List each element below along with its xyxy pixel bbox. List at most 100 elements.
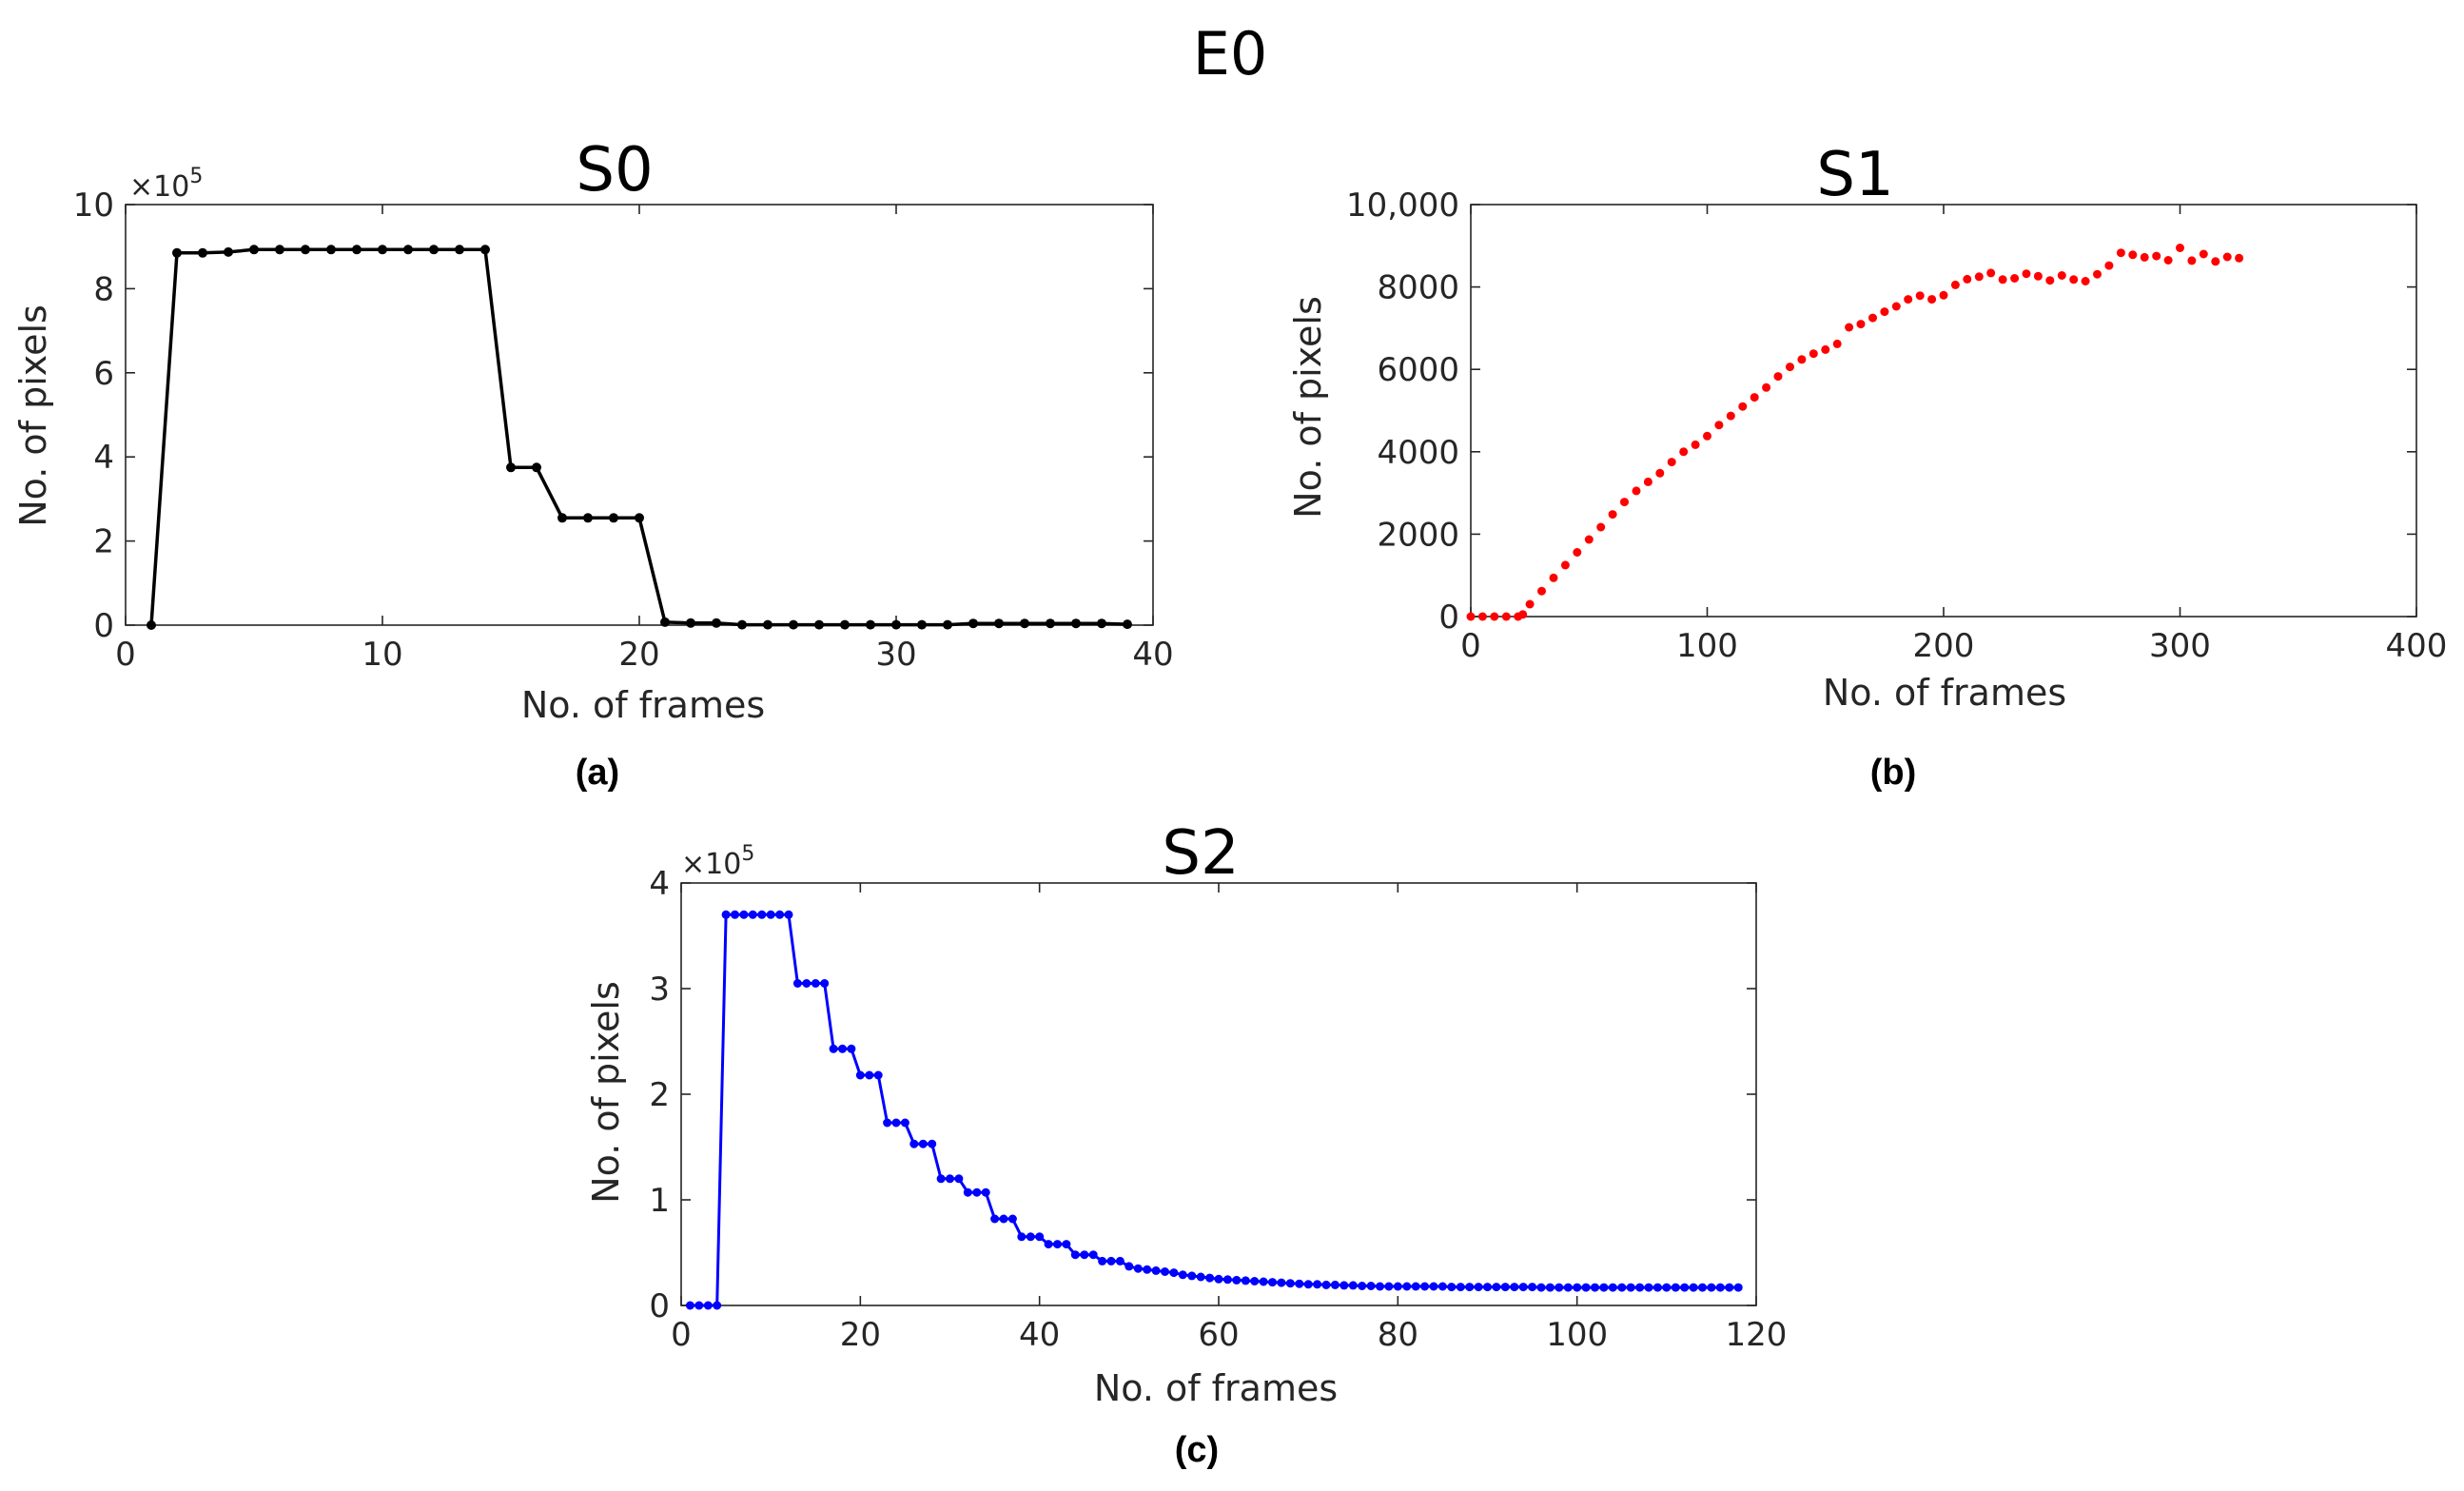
panel-c-data-point bbox=[1599, 1283, 1609, 1292]
panel-b-data-point bbox=[1608, 510, 1617, 520]
panel-c-data-point bbox=[1259, 1277, 1268, 1286]
panel-b-data-point bbox=[1560, 560, 1570, 570]
panel-c-axes-box bbox=[680, 882, 1757, 1306]
panel-b-data-point bbox=[1773, 372, 1783, 382]
panel-a-data-point bbox=[326, 245, 336, 255]
panel-c-data-point bbox=[865, 1070, 874, 1080]
panel-c-data-point bbox=[1214, 1274, 1223, 1284]
panel-b-data-point bbox=[1655, 468, 1665, 478]
panel-c-caption: (c) bbox=[1175, 1430, 1219, 1470]
panel-c-data-point bbox=[1536, 1283, 1546, 1292]
panel-b-data-point bbox=[1986, 268, 1996, 278]
panel-c-data-point bbox=[1617, 1283, 1627, 1292]
panel-c-data-point bbox=[1098, 1256, 1107, 1265]
panel-b-data-point bbox=[2235, 253, 2244, 263]
panel-c-ytick-label: 2 bbox=[649, 1076, 670, 1114]
panel-c-data-point bbox=[1402, 1282, 1412, 1291]
panel-a-data-point bbox=[609, 513, 618, 523]
panel-a-data-point bbox=[1123, 619, 1132, 630]
panel-c-xtick-label: 80 bbox=[1378, 1316, 1418, 1354]
panel-b-data-point bbox=[1726, 411, 1735, 421]
panel-a-data-point bbox=[583, 513, 593, 523]
panel-c-data-point bbox=[1088, 1250, 1098, 1260]
panel-c-data-point bbox=[1330, 1280, 1340, 1289]
panel-a-data-point bbox=[403, 245, 413, 255]
panel-a-xtick-label: 40 bbox=[1132, 636, 1173, 674]
panel-a-title: S0 bbox=[576, 135, 653, 206]
panel-c-data-point bbox=[972, 1187, 982, 1197]
panel-c-data-point bbox=[1026, 1232, 1035, 1242]
panel-b-data-point bbox=[1584, 535, 1594, 544]
panel-c-data-point bbox=[1581, 1283, 1591, 1292]
panel-c-data-point bbox=[1680, 1283, 1690, 1292]
panel-c-data-point bbox=[1384, 1282, 1394, 1291]
panel-c-data-point bbox=[694, 1301, 704, 1310]
panel-c: S2 ×105 No. of pixels No. of frames (c) … bbox=[585, 818, 1787, 1470]
panel-a-data-point bbox=[532, 462, 541, 473]
panel-c-data-point bbox=[1133, 1264, 1143, 1273]
panel-b-data-point bbox=[1821, 344, 1830, 354]
panel-a-xtick-label: 0 bbox=[115, 636, 136, 674]
panel-c-data-point bbox=[981, 1187, 990, 1197]
panel-a: S0 ×105 No. of pixels No. of frames (a) … bbox=[12, 135, 1174, 793]
panel-c-xtick-label: 40 bbox=[1019, 1316, 1060, 1354]
panel-c-data-point bbox=[1348, 1281, 1358, 1290]
panel-b-data-point bbox=[2128, 250, 2138, 260]
panel-b-data-point bbox=[1703, 431, 1711, 441]
panel-c-data-point bbox=[748, 910, 757, 919]
panel-b-data-point bbox=[1525, 599, 1535, 609]
panel-b-data-point bbox=[1679, 447, 1689, 457]
panel-a-data-point bbox=[198, 247, 207, 258]
panel-a-ytick-label: 10 bbox=[73, 186, 114, 225]
panel-b-data-point bbox=[1738, 402, 1748, 411]
panel-c-data-point bbox=[1733, 1283, 1743, 1292]
panel-c-data-point bbox=[1671, 1283, 1680, 1292]
panel-b-data-point bbox=[2187, 256, 2197, 265]
panel-c-data-point bbox=[954, 1174, 964, 1184]
panel-b-data-point bbox=[2104, 261, 2114, 270]
panel-b-ytick-label: 6000 bbox=[1377, 351, 1459, 389]
panel-b-ytick-label: 2000 bbox=[1377, 516, 1459, 554]
panel-b-data-point bbox=[1643, 477, 1652, 486]
panel-c-data-point bbox=[873, 1070, 883, 1080]
panel-b-data-point bbox=[2057, 271, 2066, 280]
panel-c-data-point bbox=[891, 1118, 901, 1128]
panel-c-data-point bbox=[1169, 1268, 1179, 1278]
panel-b-data-point bbox=[2081, 277, 2090, 285]
panel-a-data-point bbox=[429, 245, 439, 255]
panel-c-data-point bbox=[811, 979, 820, 988]
panel-b-xtick-label: 200 bbox=[1913, 627, 1975, 665]
panel-c-data-point bbox=[1295, 1279, 1304, 1288]
panel-c-data-point bbox=[1376, 1282, 1384, 1291]
panel-b-data-point bbox=[1809, 349, 1818, 359]
panel-c-data-point bbox=[1510, 1283, 1519, 1292]
panel-b-data-point bbox=[2199, 249, 2208, 259]
panel-c-data-point bbox=[1715, 1283, 1725, 1292]
panel-c-data-point bbox=[1222, 1275, 1232, 1285]
panel-b-data-point bbox=[1927, 295, 1937, 304]
panel-c-data-point bbox=[1698, 1283, 1707, 1292]
panel-c-data-point bbox=[883, 1118, 892, 1128]
panel-c-data-point bbox=[766, 910, 775, 919]
panel-c-data-point bbox=[1358, 1282, 1367, 1290]
panel-c-data-point bbox=[1573, 1283, 1582, 1292]
panel-a-ytick-label: 4 bbox=[93, 439, 114, 477]
panel-b-data-point bbox=[1714, 421, 1724, 430]
panel-b-axes-box bbox=[1470, 204, 2417, 618]
panel-c-data-point bbox=[1626, 1283, 1635, 1292]
panel-c-data-point bbox=[1366, 1282, 1376, 1290]
panel-b-data-point bbox=[1856, 320, 1866, 329]
panel-a-data-point bbox=[275, 245, 284, 255]
panel-c-data-point bbox=[703, 1301, 713, 1310]
panel-b-data-point bbox=[1477, 612, 1487, 621]
figure-title: E0 bbox=[1193, 19, 1268, 88]
panel-b-data-point bbox=[1786, 363, 1794, 372]
panel-c-data-point bbox=[999, 1214, 1008, 1224]
panel-a-data-point bbox=[994, 618, 1004, 629]
panel-c-data-point bbox=[1555, 1283, 1564, 1292]
panel-b-data-point bbox=[1950, 280, 1960, 289]
panel-a-data-point bbox=[378, 245, 387, 255]
panel-b-data-point bbox=[1939, 290, 1948, 300]
panel-c-data-point bbox=[1143, 1265, 1152, 1274]
panel-c-data-point bbox=[918, 1139, 928, 1148]
